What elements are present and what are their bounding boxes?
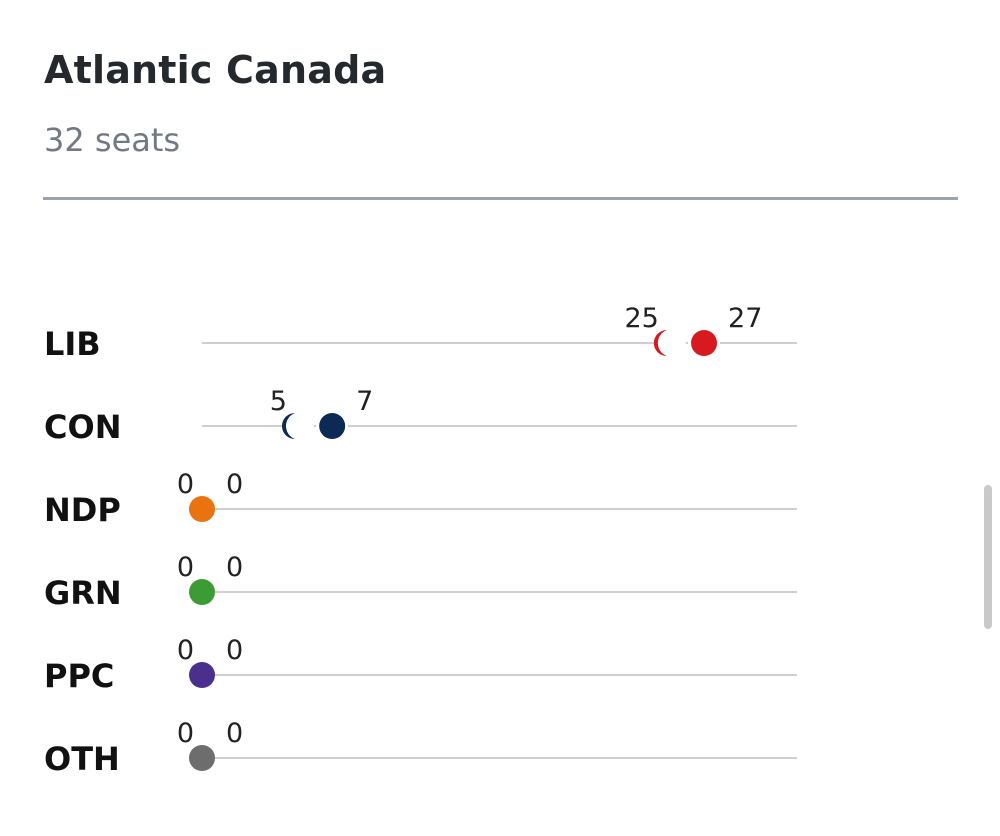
current-dot-grn — [189, 579, 215, 605]
current-dot-ndp — [189, 496, 215, 522]
current-dot-ppc — [189, 662, 215, 688]
header-divider — [43, 197, 958, 200]
previous-dot-mask-con — [285, 412, 314, 440]
current-value-grn: 0 — [226, 552, 243, 583]
seat-count: 32 seats — [44, 121, 181, 159]
current-dot-lib — [691, 330, 718, 356]
current-dot-con — [319, 413, 346, 439]
previous-value-oth: 0 — [177, 718, 194, 749]
current-value-ndp: 0 — [226, 469, 243, 500]
current-value-oth: 0 — [226, 718, 243, 749]
region-title: Atlantic Canada — [44, 48, 387, 92]
party-label-grn: GRN — [44, 574, 122, 612]
region-header: Atlantic Canada 32 seats — [44, 40, 958, 164]
party-label-ndp: NDP — [44, 491, 121, 529]
current-value-lib: 27 — [728, 303, 762, 334]
previous-value-ndp: 0 — [177, 469, 194, 500]
party-label-oth: OTH — [44, 740, 120, 778]
previous-value-grn: 0 — [177, 552, 194, 583]
previous-value-ppc: 0 — [177, 635, 194, 666]
party-label-lib: LIB — [44, 325, 101, 363]
current-dot-oth — [189, 745, 215, 771]
current-value-con: 7 — [356, 386, 373, 417]
previous-value-lib: 25 — [624, 303, 658, 334]
scrollbar-thumb[interactable] — [984, 485, 992, 629]
current-value-ppc: 0 — [226, 635, 243, 666]
previous-dot-mask-lib — [657, 329, 686, 357]
previous-value-con: 5 — [270, 386, 287, 417]
party-label-con: CON — [44, 408, 121, 446]
party-label-ppc: PPC — [44, 657, 114, 695]
